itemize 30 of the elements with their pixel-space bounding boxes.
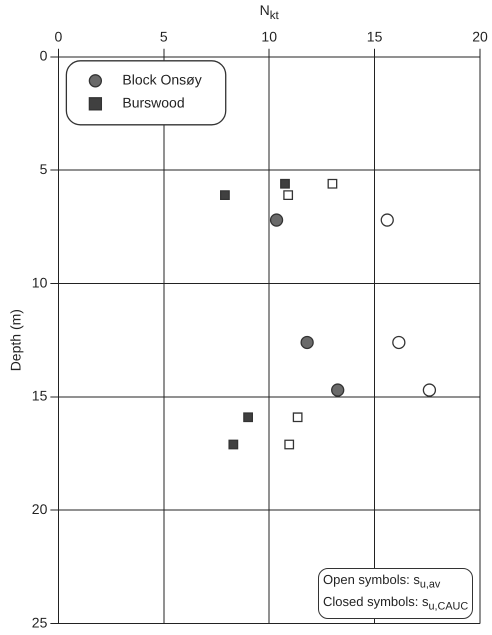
point [292,412,303,422]
point [270,213,284,227]
y-tick-label: 20 [32,501,48,518]
annotation: Open symbols: s$_{u,av}$ Closed symbols: s$_{u,CAUC}$ [318,568,474,619]
x-tick-label: 20 [472,28,488,44]
x-tick-label: 10 [261,28,278,44]
y-tick-label: 10 [32,274,48,290]
point [392,336,406,350]
point [228,440,238,450]
point [243,412,253,422]
point [380,213,394,227]
point [280,178,290,189]
point [331,383,344,397]
legend-label: Burswood [122,94,185,111]
x-tick-label: 5 [160,28,168,44]
point [283,190,294,200]
point [220,190,230,200]
legend-label: Block Onsøy [122,72,202,88]
y-tick-label: 15 [32,388,48,404]
y-tick-label: 0 [40,48,48,64]
y-axis-title: Depth (m) [7,309,24,372]
x-tick-label: 0 [54,28,62,44]
y-tick-label: 25 [32,614,48,630]
point [284,440,294,450]
point [300,336,314,350]
x-tick-label: 15 [366,28,383,44]
y-tick-label: 5 [40,161,48,178]
point [422,383,436,397]
point [328,178,338,189]
x-axis-title: N$_{kt}$ [258,2,280,22]
